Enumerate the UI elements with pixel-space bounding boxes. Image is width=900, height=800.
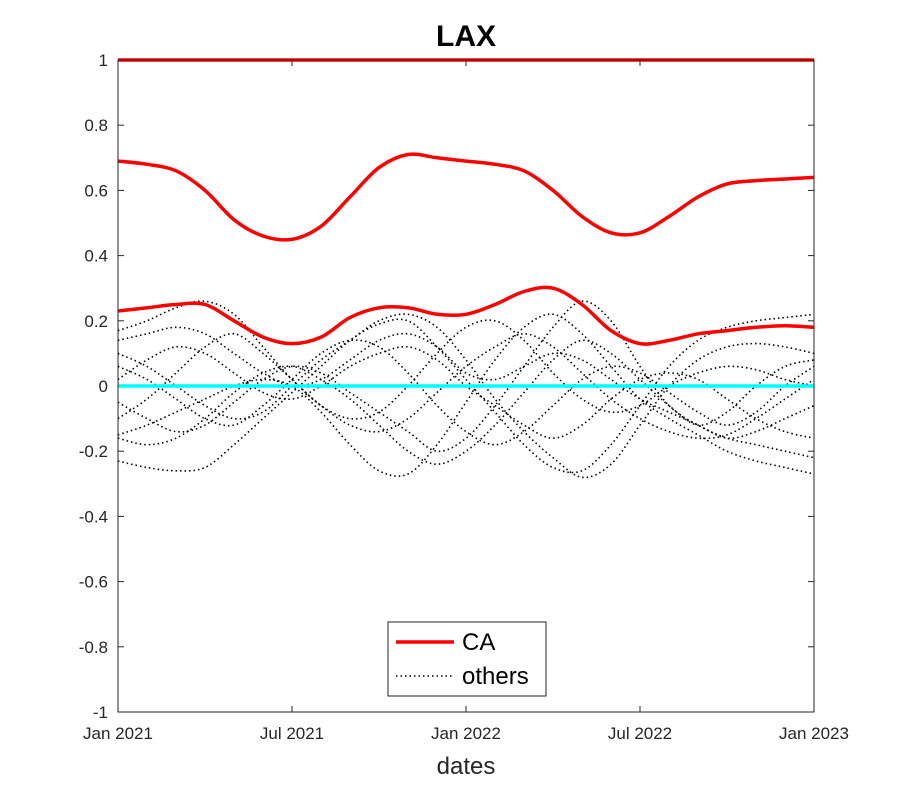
y-tick-label: 0.4: [84, 247, 108, 266]
series-line-others-9: [117, 326, 815, 440]
x-tick-label: Jul 2021: [260, 724, 324, 743]
legend-box: [387, 621, 547, 697]
y-tick-label: -1: [93, 703, 108, 722]
series-line-ca-2: [117, 285, 815, 346]
x-axis-label: dates: [437, 753, 496, 780]
chart-title: LAX: [436, 20, 496, 53]
y-axis: -1 -0.8 -0.6 -0.4 -0.2 0 0.2 0.4 0.6 0.8 1: [79, 51, 814, 722]
y-tick-label: -0.6: [79, 573, 108, 592]
legend-label-others: others: [462, 663, 529, 690]
series-line-others-6: [117, 319, 815, 420]
series-layer: [117, 58, 815, 479]
x-tick-label: Jan 2022: [431, 724, 501, 743]
y-tick-label: 0.8: [84, 116, 108, 135]
y-tick-label: 0: [99, 377, 108, 396]
x-tick-label: Jan 2021: [83, 724, 153, 743]
y-tick-label: 1: [99, 51, 108, 70]
series-line-others-8: [117, 339, 815, 466]
y-tick-label: -0.4: [79, 507, 108, 526]
series-line-ca-1: [117, 152, 815, 242]
x-tick-label: Jan 2023: [779, 724, 849, 743]
x-tick-label: Jul 2022: [608, 724, 672, 743]
legend: CA others: [387, 621, 547, 697]
x-axis: Jan 2021 Jul 2021 Jan 2022 Jul 2022 Jan 2023: [83, 60, 849, 743]
y-tick-label: -0.8: [79, 638, 108, 657]
y-tick-label: 0.2: [84, 312, 108, 331]
legend-label-ca: CA: [462, 629, 495, 656]
y-tick-label: 0.6: [84, 181, 108, 200]
plot-frame: [117, 59, 815, 713]
y-tick-label: -0.2: [79, 442, 108, 461]
